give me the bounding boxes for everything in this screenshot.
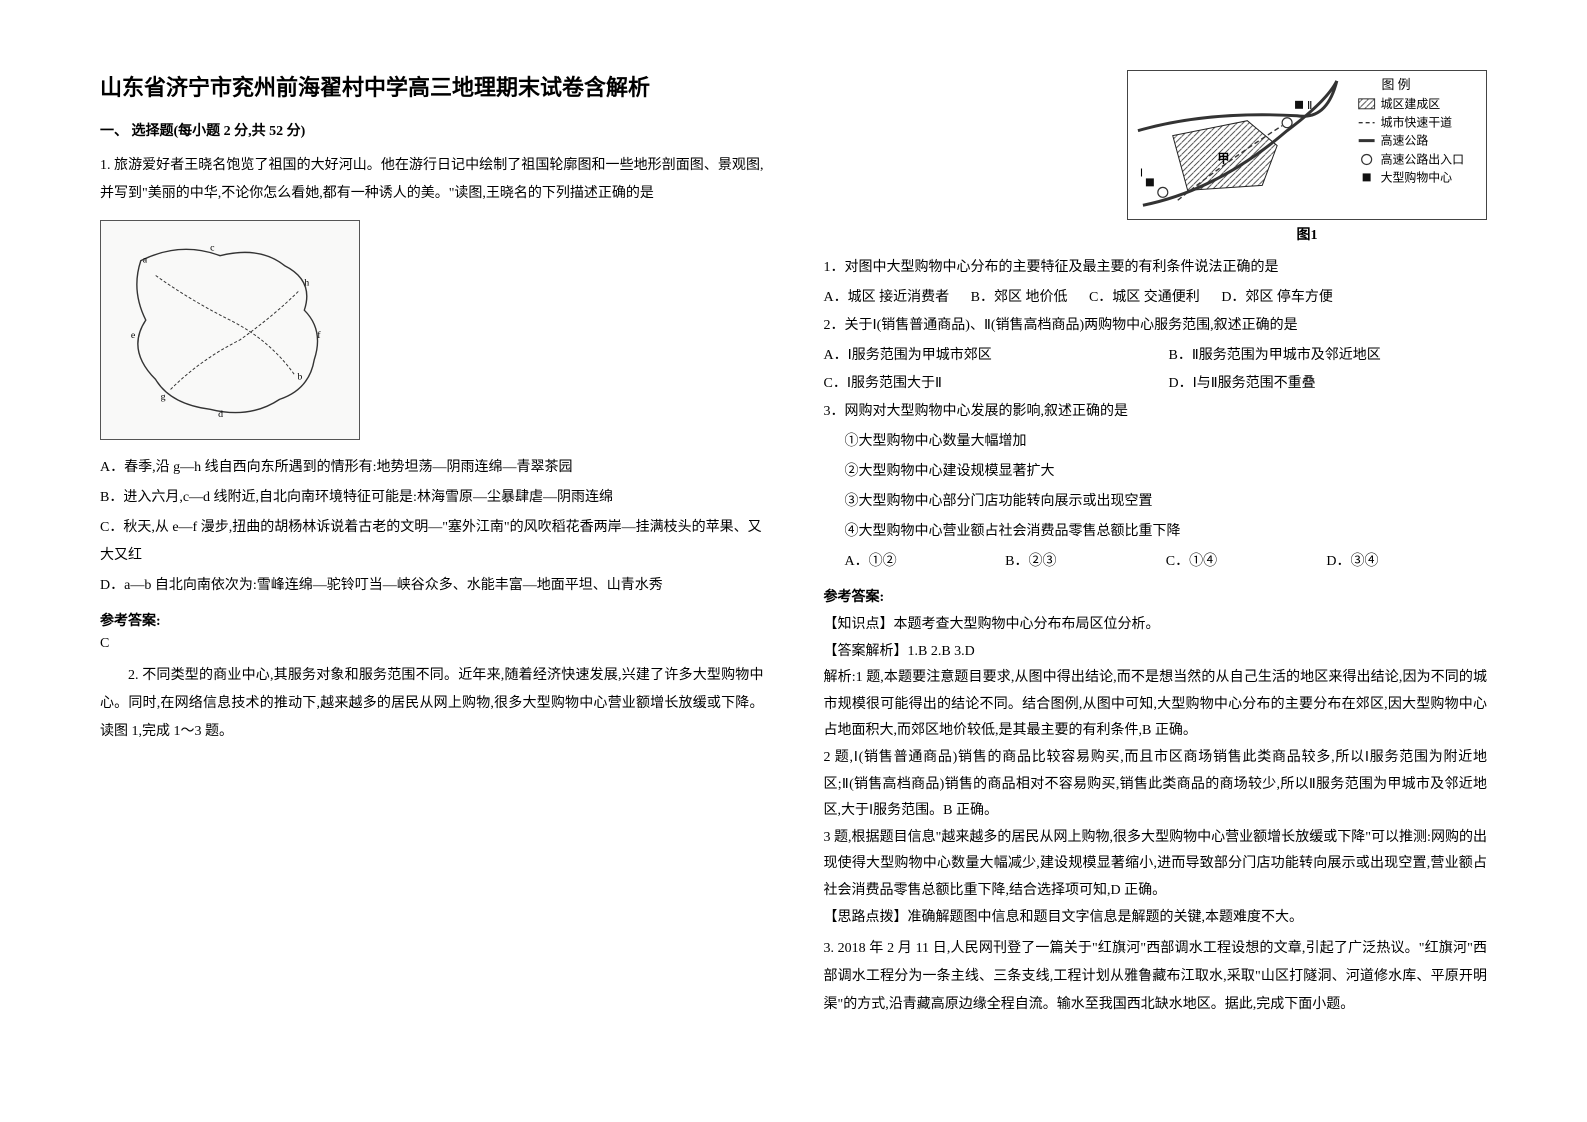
q2-stem: 2. 不同类型的商业中心,其服务对象和服务范围不同。近年来,随着经济快速发展,兴… (100, 662, 764, 746)
svg-text:高速公路出入口: 高速公路出入口 (1381, 152, 1464, 166)
q2-ans-head: 【答案解析】1.B 2.B 3.D (824, 639, 1488, 666)
svg-text:c: c (210, 243, 215, 254)
svg-text:d: d (218, 409, 223, 420)
q2-1-a: A．城区 接近消费者 (824, 284, 950, 312)
q1-answer: C (100, 636, 764, 652)
right-column: 甲 Ⅱ Ⅰ 图 例 城区建成区 城市快速干道 (824, 70, 1488, 1082)
left-column: 山东省济宁市兖州前海翟村中学高三地理期末试卷含解析 一、 选择题(每小题 2 分… (100, 70, 764, 1082)
svg-text:g: g (161, 391, 166, 402)
svg-text:城市快速干道: 城市快速干道 (1381, 116, 1453, 130)
q2-3-c: C．①④ (1166, 548, 1327, 576)
q1-opt-d: D．a—b 自北向南依次为:雪峰连绵—驼铃叮当—峡谷众多、水能丰富—地面平坦、山… (100, 572, 764, 600)
q1-opt-b: B．进入六月,c—d 线附近,自北向南环境特征可能是:林海雪原—尘暴肆虐—阴雨连… (100, 484, 764, 512)
q2-3-c1: ①大型购物中心数量大幅增加 (824, 428, 1488, 456)
q2-3-d: D．③④ (1326, 548, 1487, 576)
q2-1-b: B．郊区 地价低 (971, 284, 1068, 312)
svg-text:b: b (297, 372, 302, 383)
svg-text:e: e (131, 330, 136, 341)
figure1-caption: 图1 (1127, 224, 1487, 244)
q2-3-a: A．①② (845, 548, 1006, 576)
q1-opt-c: C．秋天,从 e—f 漫步,扭曲的胡杨林诉说着古老的文明—"塞外江南"的风吹稻花… (100, 514, 764, 570)
ref-answer-label-2: 参考答案: (824, 586, 1488, 606)
q2-2-d: D．Ⅰ与Ⅱ服务范围不重叠 (1169, 370, 1487, 398)
china-outline-figure: a b c d e f g h (100, 220, 360, 440)
q1-opt-a: A．春季,沿 g—h 线自西向东所遇到的情形有:地势坦荡—阴雨连绵—青翠茶园 (100, 454, 764, 482)
svg-text:Ⅰ: Ⅰ (1140, 167, 1143, 179)
q2-2-b: B．Ⅱ服务范围为甲城市及邻近地区 (1169, 342, 1487, 370)
ref-answer-label: 参考答案: (100, 610, 764, 630)
q3-stem: 3. 2018 年 2 月 11 日,人民网刊登了一篇关于"红旗河"西部调水工程… (824, 935, 1488, 1019)
q2-exp-1: 解析:1 题,本题要注意题目要求,从图中得出结论,而不是想当然的从自己生活的地区… (824, 665, 1488, 745)
q2-2-c: C．Ⅰ服务范围大于Ⅱ (824, 370, 1169, 398)
svg-text:h: h (304, 277, 309, 288)
q2-kp: 【知识点】本题考查大型购物中心分布布局区位分析。 (824, 612, 1488, 639)
q2-1-c: C．城区 交通便利 (1089, 284, 1200, 312)
q2-3-b: B．②③ (1005, 548, 1166, 576)
q2-exp-3: 3 题,根据题目信息"越来越多的居民从网上购物,很多大型购物中心营业额增长放缓或… (824, 825, 1488, 905)
svg-text:Ⅱ: Ⅱ (1307, 100, 1312, 112)
svg-text:高速公路: 高速公路 (1381, 134, 1429, 148)
q2-tip: 【思路点拨】准确解题图中信息和题目文字信息是解题的关键,本题难度不大。 (824, 905, 1488, 932)
q2-3-c2: ②大型购物中心建设规模显著扩大 (824, 458, 1488, 486)
section-heading: 一、 选择题(每小题 2 分,共 52 分) (100, 120, 764, 140)
svg-text:大型购物中心: 大型购物中心 (1381, 170, 1453, 184)
q2-3-c4: ④大型购物中心营业额占社会消费品零售总额比重下降 (824, 518, 1488, 546)
q2-2-a: A．Ⅰ服务范围为甲城市郊区 (824, 342, 1169, 370)
q2-3-c3: ③大型购物中心部分门店功能转向展示或出现空置 (824, 488, 1488, 516)
legend-title: 图 例 (1382, 77, 1411, 92)
q2-sub2-row2: C．Ⅰ服务范围大于Ⅱ D．Ⅰ与Ⅱ服务范围不重叠 (824, 370, 1488, 398)
svg-text:f: f (317, 330, 321, 341)
q2-exp-2: 2 题,Ⅰ(销售普通商品)销售的商品比较容易购买,而且市区商场销售此类商品较多,… (824, 745, 1488, 825)
q2-1-d: D．郊区 停车方便 (1221, 284, 1333, 312)
doc-title: 山东省济宁市兖州前海翟村中学高三地理期末试卷含解析 (100, 70, 764, 102)
q1-stem: 1. 旅游爱好者王晓名饱览了祖国的大好河山。他在游行日记中绘制了祖国轮廓图和一些… (100, 152, 764, 208)
q2-sub1-opts: A．城区 接近消费者 B．郊区 地价低 C．城区 交通便利 D．郊区 停车方便 (824, 284, 1488, 312)
q2-sub2-row1: A．Ⅰ服务范围为甲城市郊区 B．Ⅱ服务范围为甲城市及邻近地区 (824, 342, 1488, 370)
svg-text:甲: 甲 (1217, 151, 1229, 165)
q2-sub3: 3．网购对大型购物中心发展的影响,叙述正确的是 (824, 398, 1488, 426)
q2-sub1: 1．对图中大型购物中心分布的主要特征及最主要的有利条件说法正确的是 (824, 254, 1488, 282)
q2-sub2: 2．关于Ⅰ(销售普通商品)、Ⅱ(销售高档商品)两购物中心服务范围,叙述正确的是 (824, 312, 1488, 340)
shopping-center-figure: 甲 Ⅱ Ⅰ 图 例 城区建成区 城市快速干道 (1127, 70, 1487, 244)
q2-sub3-opts: A．①② B．②③ C．①④ D．③④ (824, 548, 1488, 576)
svg-text:a: a (143, 255, 148, 266)
svg-text:城区建成区: 城区建成区 (1381, 97, 1441, 111)
